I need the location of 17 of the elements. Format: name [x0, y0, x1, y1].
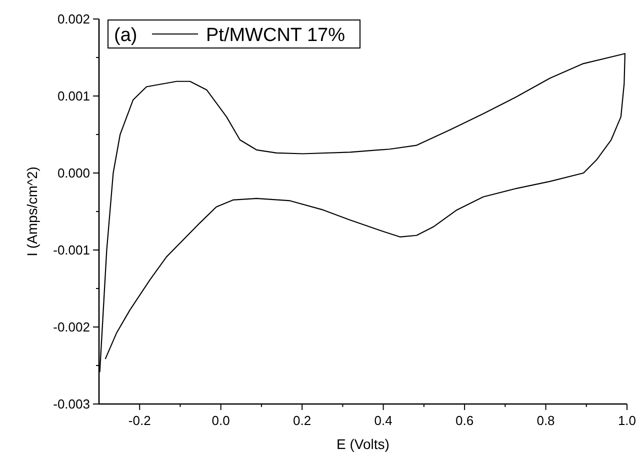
annotation: (a) [114, 25, 138, 46]
x-tick-label: 0.4 [374, 413, 392, 428]
y-tick-label: -0.001 [53, 242, 90, 258]
y-tick-label: -0.003 [53, 396, 90, 412]
x-axis-title: E (Volts) [336, 436, 390, 452]
y-tick-label: -0.002 [53, 320, 90, 334]
x-tick-label: 0.0 [212, 413, 230, 428]
x-tick-label: -0.2 [128, 413, 151, 428]
x-tick-label: 0.6 [456, 413, 474, 428]
y-axis-title: I (Amps/cm^2) [24, 166, 40, 256]
x-tick-label: 0.8 [536, 413, 555, 428]
y-tick-label: 0.000 [57, 166, 90, 180]
legend-label: Pt/MWCNT 17% [206, 25, 346, 46]
y-tick-label: 0.001 [57, 88, 90, 104]
x-tick-label: 0.2 [293, 413, 312, 428]
x-tick-label: 1.0 [618, 413, 636, 428]
y-tick-label: 0.002 [57, 12, 90, 26]
